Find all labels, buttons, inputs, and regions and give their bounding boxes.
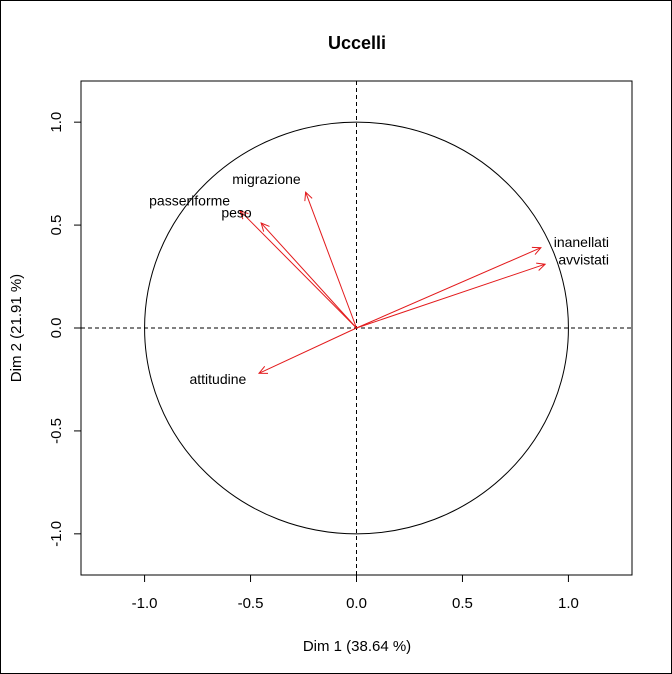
vector-arrow-attitudine bbox=[258, 327, 357, 374]
y-tick-label: 0.5 bbox=[48, 215, 65, 236]
vector-label-inanellati: inanellati bbox=[554, 234, 609, 250]
vector-label-avvistati: avvistati bbox=[558, 252, 609, 268]
vector-arrowhead-passeriforme bbox=[239, 209, 249, 220]
y-tick-label: -1.0 bbox=[48, 521, 65, 547]
x-tick-label: -1.0 bbox=[132, 595, 158, 612]
vector-label-migrazione: migrazione bbox=[232, 171, 301, 187]
vector-label-passeriforme: passeriforme bbox=[149, 193, 230, 209]
y-tick-label: -0.5 bbox=[48, 418, 65, 444]
vector-arrowhead-inanellati bbox=[531, 246, 542, 255]
vector-label-attitudine: attitudine bbox=[189, 371, 246, 387]
vector-arrow-peso bbox=[260, 222, 357, 329]
chart-title: Uccelli bbox=[328, 33, 386, 53]
vector-arrow-avvistati bbox=[356, 263, 546, 329]
y-axis-label: Dim 2 (21.91 %) bbox=[8, 274, 25, 382]
x-tick-label: 0.5 bbox=[452, 595, 473, 612]
vector-arrowhead-avvistati bbox=[536, 262, 547, 271]
x-tick-label: -0.5 bbox=[238, 595, 264, 612]
y-tick-label: 0.0 bbox=[48, 318, 65, 339]
vector-arrow-migrazione bbox=[305, 191, 357, 329]
vector-arrow-inanellati bbox=[356, 247, 542, 329]
vector-arrowhead-peso bbox=[260, 222, 270, 232]
vector-arrow-passeriforme bbox=[239, 210, 357, 329]
vector-arrowhead-migrazione bbox=[304, 191, 313, 202]
x-axis-label: Dim 1 (38.64 %) bbox=[303, 638, 411, 655]
x-tick-label: 0.0 bbox=[346, 595, 367, 612]
x-tick-label: 1.0 bbox=[558, 595, 579, 612]
vector-label-peso: peso bbox=[221, 205, 252, 221]
vector-arrowhead-attitudine bbox=[257, 366, 269, 374]
y-tick-label: 1.0 bbox=[48, 112, 65, 133]
